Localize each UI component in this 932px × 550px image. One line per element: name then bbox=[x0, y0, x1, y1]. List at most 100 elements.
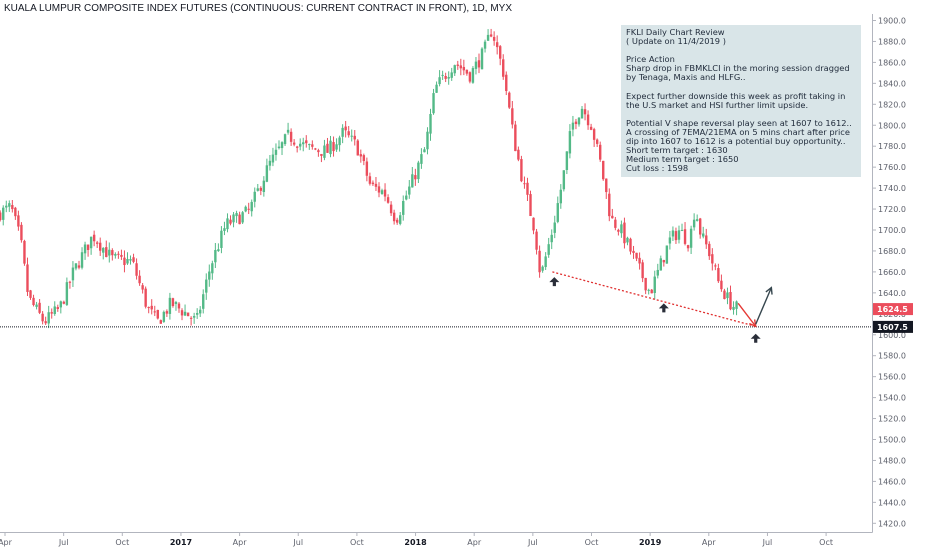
candle bbox=[499, 45, 502, 66]
candle bbox=[32, 294, 35, 307]
candle bbox=[435, 81, 438, 93]
candle bbox=[520, 155, 523, 183]
candle bbox=[638, 252, 641, 270]
candle bbox=[650, 288, 653, 294]
candle bbox=[23, 239, 26, 266]
candle bbox=[47, 305, 50, 329]
chart-title: KUALA LUMPUR COMPOSITE INDEX FUTURES (CO… bbox=[4, 3, 513, 14]
candle bbox=[189, 316, 193, 326]
candle bbox=[235, 210, 238, 223]
note-line: by Tenaga, Maxis and HLFG.. bbox=[626, 72, 746, 83]
candle bbox=[92, 230, 96, 247]
time-axis[interactable]: Apr Jul Oct 2017 Apr Jul Oct 2018 Apr Jul Oct 2019 A… bbox=[0, 532, 873, 547]
candle bbox=[283, 133, 287, 146]
candle bbox=[344, 120, 347, 138]
candle bbox=[195, 308, 199, 319]
candle bbox=[323, 139, 326, 161]
candle bbox=[229, 215, 232, 226]
candle bbox=[389, 201, 393, 216]
trend-line bbox=[552, 271, 756, 327]
down-projection-arrow-icon bbox=[737, 302, 757, 328]
candle bbox=[56, 304, 59, 312]
candle bbox=[8, 200, 11, 212]
candle bbox=[553, 215, 556, 239]
candle bbox=[686, 244, 690, 252]
price-tick-label: 1860.0 bbox=[878, 58, 906, 67]
candle bbox=[505, 71, 508, 96]
candle bbox=[214, 242, 217, 269]
note-line: the U.S market and HSI further limit ups… bbox=[626, 99, 809, 110]
candle bbox=[732, 301, 735, 315]
time-tick-label: 2019 bbox=[639, 538, 662, 547]
candle bbox=[395, 217, 399, 225]
note-line: Sharp drop in FBMKLCI in the moring sess… bbox=[626, 63, 850, 74]
candle bbox=[720, 274, 723, 292]
candle bbox=[608, 188, 611, 222]
candle bbox=[726, 287, 729, 305]
price-tick-label: 1580.0 bbox=[878, 352, 906, 361]
candle bbox=[74, 263, 78, 271]
candle bbox=[423, 147, 426, 153]
candle bbox=[153, 305, 156, 317]
candle bbox=[168, 292, 172, 320]
candle bbox=[20, 222, 23, 243]
candle bbox=[538, 245, 541, 278]
candle bbox=[205, 273, 208, 300]
annotations-layer bbox=[0, 271, 872, 343]
candle bbox=[523, 176, 526, 189]
candle bbox=[223, 221, 226, 236]
candle bbox=[138, 270, 141, 286]
candle bbox=[411, 166, 414, 188]
note-line: Short term target : 1630 bbox=[626, 145, 728, 156]
last-price-tag-text: 1624.5 bbox=[877, 305, 908, 314]
time-tick-label: Jul bbox=[292, 538, 303, 547]
candle bbox=[277, 140, 281, 150]
candle bbox=[492, 31, 496, 46]
up-projection-arrow-icon bbox=[755, 286, 773, 325]
candle bbox=[347, 126, 350, 138]
candle bbox=[208, 264, 211, 287]
candle bbox=[299, 138, 302, 151]
candle bbox=[714, 263, 717, 271]
time-tick-label: Apr bbox=[467, 538, 482, 547]
candle bbox=[292, 139, 296, 147]
candle bbox=[532, 217, 535, 235]
candle bbox=[159, 319, 163, 324]
candle bbox=[392, 209, 396, 225]
candle bbox=[226, 213, 229, 233]
candle bbox=[65, 277, 69, 306]
price-tick-label: 1720.0 bbox=[878, 205, 906, 214]
candle bbox=[314, 147, 317, 151]
time-tick-label: Oct bbox=[819, 538, 833, 547]
candle bbox=[199, 306, 202, 318]
candle bbox=[468, 71, 472, 84]
candle bbox=[305, 135, 308, 148]
candle bbox=[180, 308, 184, 321]
candle bbox=[44, 316, 47, 325]
candle bbox=[450, 67, 453, 81]
candle bbox=[529, 190, 532, 217]
candle bbox=[256, 183, 259, 192]
candle bbox=[308, 143, 311, 150]
candle bbox=[526, 177, 529, 201]
price-tick-label: 1660.0 bbox=[878, 268, 906, 277]
candle bbox=[268, 154, 272, 171]
time-tick-label: 2018 bbox=[404, 538, 427, 547]
note-line: A crossing of 7EMA/21EMA on 5 mins chart… bbox=[626, 127, 850, 138]
candle bbox=[662, 259, 666, 267]
candle bbox=[592, 127, 596, 147]
note-line: ( Update on 11/4/2019 ) bbox=[626, 36, 726, 47]
price-tick-label: 1840.0 bbox=[878, 79, 906, 88]
candle bbox=[453, 64, 456, 77]
analysis-note[interactable]: FKLI Daily Chart Review( Update on 11/4/… bbox=[621, 25, 861, 177]
note-line: Cut loss : 1598 bbox=[626, 163, 689, 174]
candle bbox=[377, 182, 381, 198]
candle bbox=[183, 304, 187, 317]
candle bbox=[577, 117, 581, 127]
candle bbox=[711, 248, 714, 271]
candles-layer bbox=[0, 28, 738, 329]
price-axis[interactable]: 1420.0 1440.0 1460.0 1480.0 1500.0 1520.0 1540… bbox=[872, 14, 913, 533]
candle bbox=[244, 205, 247, 213]
candle bbox=[589, 123, 593, 131]
